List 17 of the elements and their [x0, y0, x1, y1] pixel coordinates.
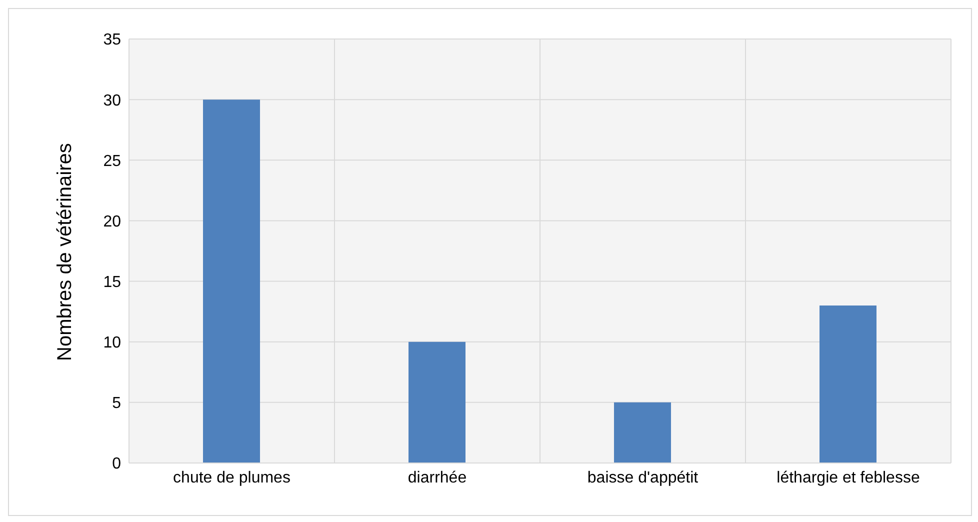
y-tick-label: 5	[112, 395, 122, 412]
x-tick-label: diarrhée	[408, 469, 467, 486]
y-axis-title: Nombres de vétérinaires	[54, 143, 76, 361]
bar	[820, 306, 876, 463]
y-tick-label: 30	[103, 92, 122, 110]
y-tick-label: 20	[103, 213, 122, 230]
y-tick-label: 25	[103, 152, 122, 170]
y-tick-label: 0	[112, 456, 122, 473]
bar	[408, 342, 466, 463]
x-tick-label: baisse d'appétit	[587, 469, 699, 486]
y-tick-label: 35	[103, 32, 122, 49]
bar	[614, 402, 671, 463]
y-tick-label: 10	[103, 334, 122, 352]
x-tick-label: chute de plumes	[173, 469, 290, 486]
bar	[203, 100, 260, 463]
y-tick-label: 15	[103, 274, 122, 291]
x-tick-label: léthargie et feblesse	[776, 469, 920, 486]
